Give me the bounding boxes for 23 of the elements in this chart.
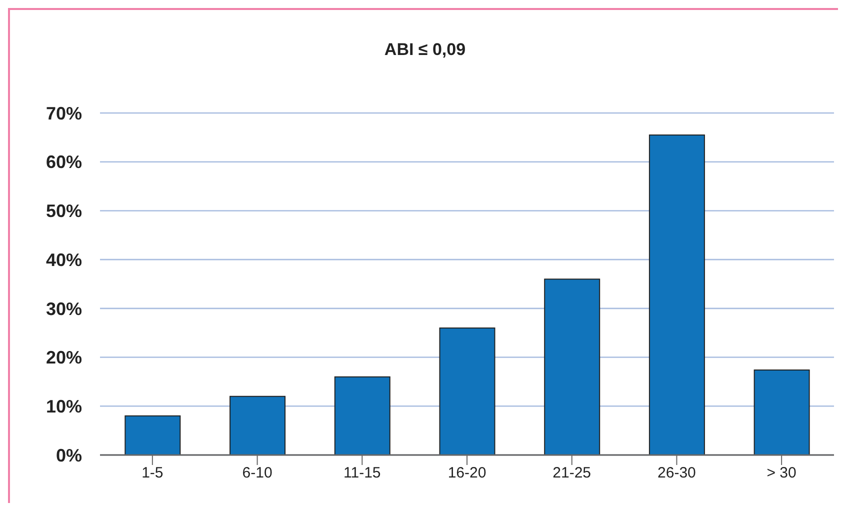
x-tick-label: 26-30	[658, 464, 696, 482]
bar	[648, 134, 705, 455]
bar	[544, 278, 600, 455]
x-tick-label: 16-20	[448, 464, 486, 482]
y-tick-label: 50%	[46, 201, 82, 222]
bar	[439, 327, 496, 455]
bar	[754, 369, 810, 455]
x-tick-label: 21-25	[552, 464, 592, 482]
y-tick-label: 0%	[56, 445, 82, 466]
x-tick-label: > 30	[766, 464, 796, 482]
x-tick-label: 6-10	[242, 464, 272, 482]
y-tick-label: 10%	[46, 396, 82, 417]
y-tick-label: 20%	[46, 348, 82, 368]
chart-title: ABI ≤ 0,09	[383, 40, 467, 60]
bar	[124, 415, 181, 455]
y-tick-label: 70%	[46, 103, 82, 124]
bar	[230, 396, 286, 455]
y-tick-label: 40%	[46, 250, 82, 270]
bar	[334, 376, 390, 455]
y-tick-label: 30%	[46, 298, 82, 319]
y-tick-label: 60%	[46, 152, 82, 172]
x-tick-label: 11-15	[344, 464, 381, 482]
x-tick-label: 1-5	[142, 464, 164, 482]
